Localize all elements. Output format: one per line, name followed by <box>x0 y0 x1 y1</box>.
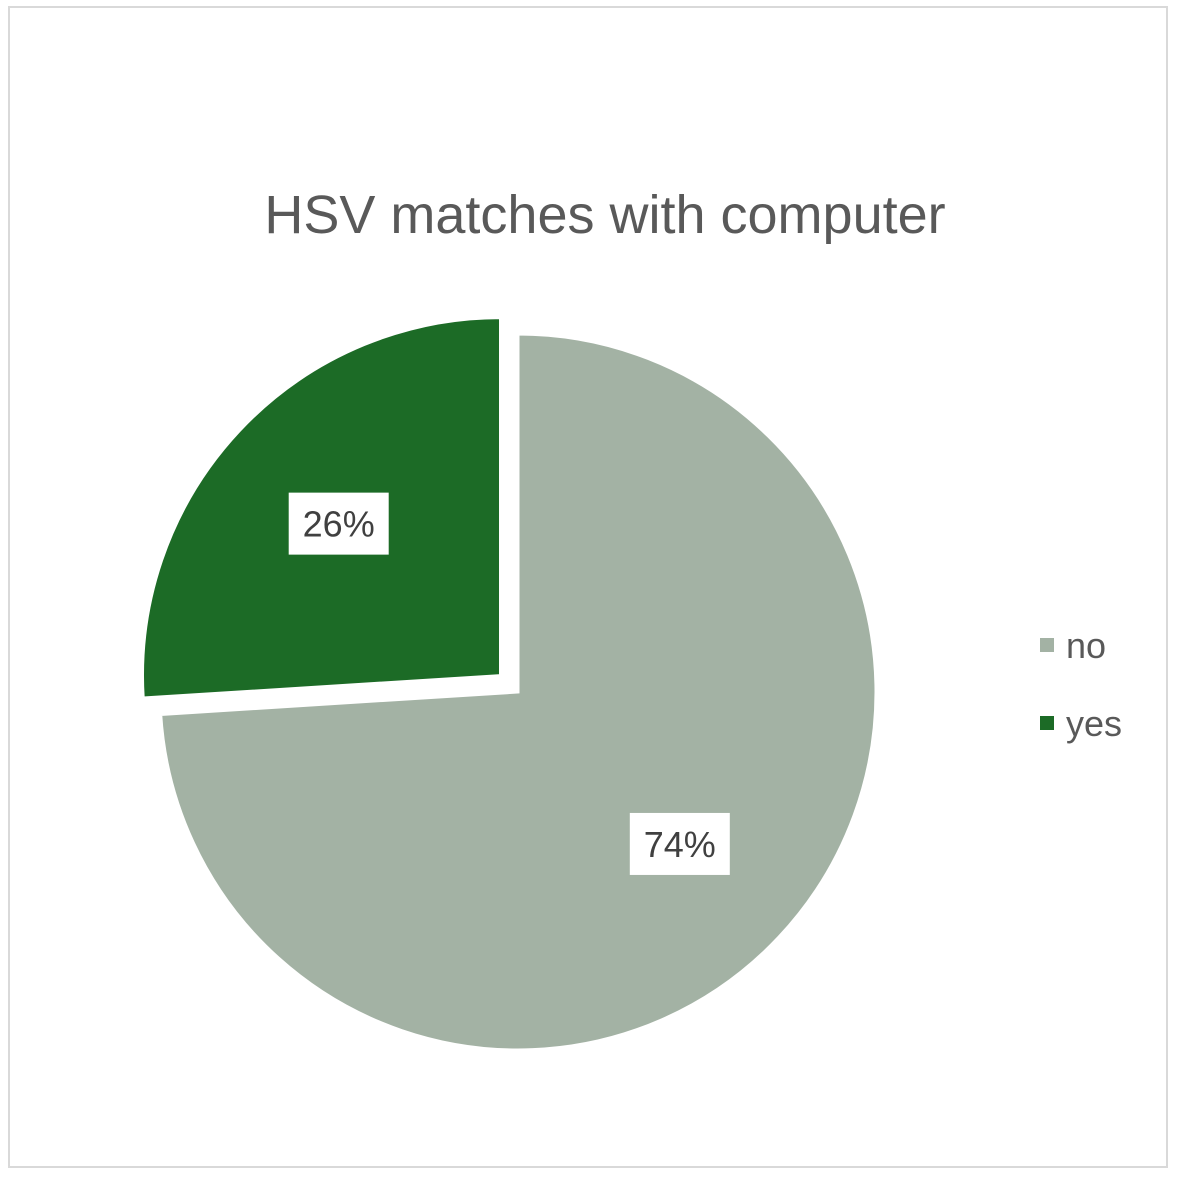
data-label-text-no: 74% <box>644 824 716 865</box>
pie-data-labels: 74% 26% <box>288 492 730 875</box>
data-label-yes: 26% <box>288 492 389 555</box>
data-label-box-no <box>629 812 730 875</box>
legend: no yes <box>1040 625 1122 744</box>
legend-item-yes: yes <box>1040 703 1122 744</box>
data-label-no: 74% <box>629 812 730 875</box>
legend-label-yes: yes <box>1066 703 1122 744</box>
data-label-text-yes: 26% <box>303 504 375 545</box>
legend-label-no: no <box>1066 625 1106 666</box>
legend-item-no: no <box>1040 625 1106 666</box>
pie-slices <box>141 316 878 1052</box>
legend-swatch-no <box>1040 638 1054 652</box>
legend-swatch-yes <box>1040 716 1054 730</box>
chart-title: HSV matches with computer <box>264 185 945 245</box>
data-label-box-yes <box>288 492 389 555</box>
